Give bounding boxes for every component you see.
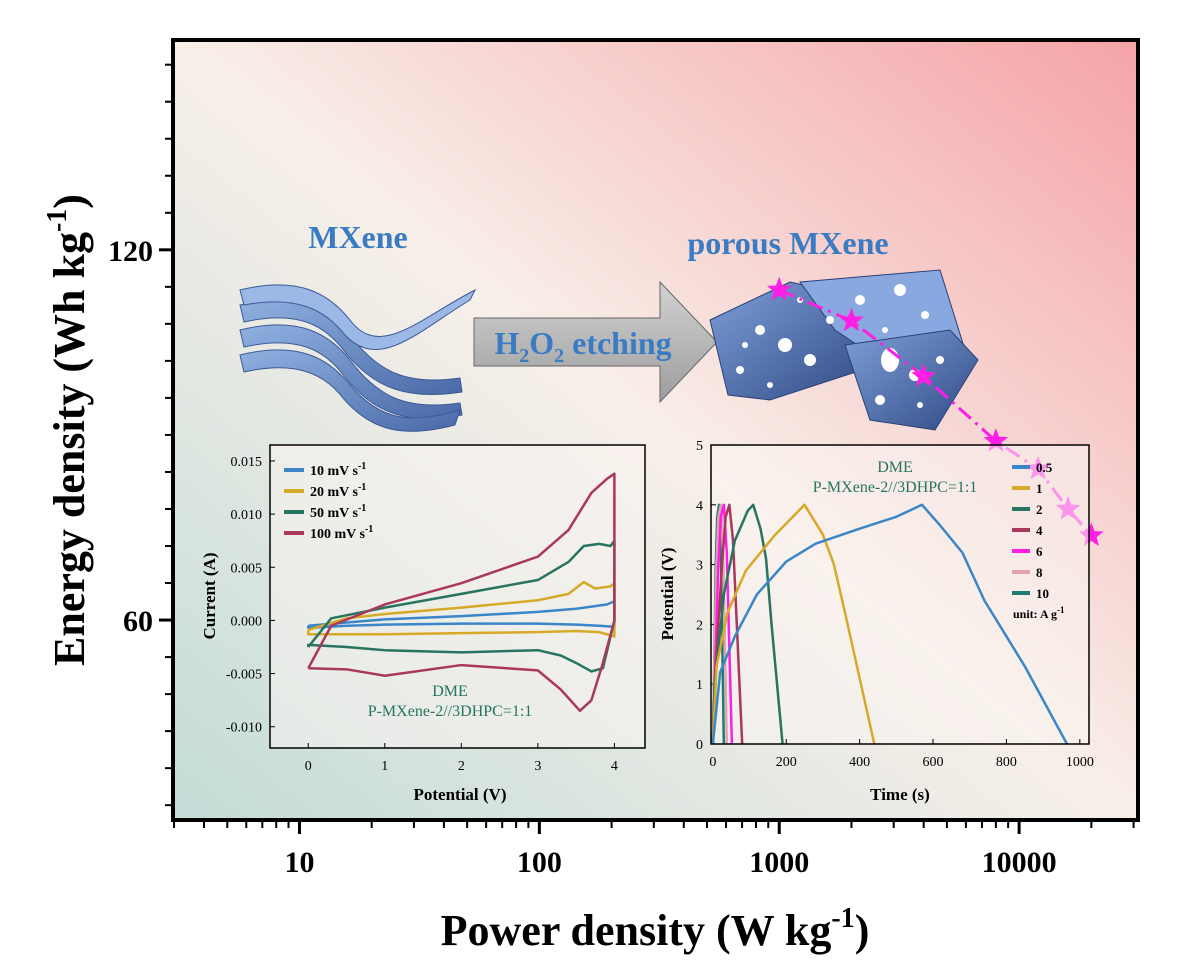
cv-x-tick-label: 4: [611, 759, 618, 774]
cv-legend-label: 10 mV s-1: [310, 461, 366, 479]
gcd-y-tick-label: 1: [696, 678, 703, 693]
gcd-legend-label: 2: [1036, 502, 1043, 517]
porous-mxene-label: porous MXene: [687, 225, 888, 261]
gcd-series-curve: [711, 503, 784, 745]
cv-x-tick-label: 1: [381, 759, 388, 774]
cv-inset-background: [270, 445, 645, 748]
cv-legend-label: 50 mV s-1: [310, 503, 366, 521]
cv-legend: 10 mV s-1 20 mV s-1 50 mV s-1 100 mV s-1: [284, 461, 373, 542]
gcd-y-tick-label: 3: [696, 559, 703, 574]
gcd-annotation-line-1: DME: [877, 459, 913, 476]
cv-legend-label: 20 mV s-1: [310, 482, 366, 500]
main-x-tick-label: 10000: [982, 846, 1057, 879]
gcd-plot-area: 0 200 400 600 800 1000 0 1 2 3 4 5: [696, 439, 1094, 770]
cv-inset-frame: [269, 444, 646, 749]
cv-y-tick-label: 0.010: [231, 508, 263, 523]
gcd-x-tick-label: 800: [996, 755, 1017, 770]
cv-y-tick-label: -0.010: [226, 721, 262, 736]
gcd-inset: 0 200 400 600 800 1000 0 1 2 3 4 5 Time (s) Potenti…: [658, 439, 1094, 804]
star-data-point: [911, 363, 936, 387]
cv-y-tick-label: 0.000: [231, 614, 263, 629]
main-x-tick-label: 1000: [749, 846, 809, 879]
gcd-legend-unit: unit: A g-1: [1013, 605, 1065, 621]
main-x-tick-label: 100: [517, 846, 562, 879]
main-y-tick-label: 120: [108, 235, 153, 268]
gcd-legend-label: 1: [1036, 481, 1043, 496]
gcd-legend-label: 0.5: [1036, 460, 1053, 475]
cv-y-tick-label: 0.005: [231, 561, 263, 576]
cv-inset: 0 1 2 3 4 0.015 0.010 0.005 0.000 -0.005 -0.010 Po…: [200, 444, 646, 804]
gcd-x-axis-title: Time (s): [870, 785, 930, 804]
gcd-x-tick-label: 0: [709, 755, 716, 770]
etching-arrow: [473, 280, 718, 404]
gcd-legend-label: 8: [1036, 565, 1043, 580]
gcd-series-curve: [711, 503, 1069, 745]
cv-x-tick-label: 3: [534, 759, 541, 774]
cv-x-tick-label: 2: [458, 759, 465, 774]
main-x-tick-label: 10: [284, 846, 314, 879]
main-x-axis-title: Power density (W kg-1): [441, 903, 870, 955]
gcd-x-tick-label: 600: [923, 755, 944, 770]
gcd-legend-label: 6: [1036, 544, 1043, 559]
cv-x-axis-title: Potential (V): [413, 785, 506, 804]
cv-annotation-line-2: P-MXene-2//3DHPC=1:1: [368, 703, 533, 720]
gcd-annotation-line-2: P-MXene-2//3DHPC=1:1: [813, 479, 978, 496]
etching-arrow-label: H2O2 etching: [494, 325, 671, 367]
mxene-stack-illustration: [239, 284, 477, 432]
main-y-tick-label: 60: [123, 605, 153, 638]
cv-series-curve: [307, 472, 616, 713]
mxene-label: MXene: [308, 219, 408, 255]
cv-plot-area: 0 1 2 3 4 0.015 0.010 0.005 0.000 -0.005 -0.010: [226, 455, 618, 774]
star-data-point: [983, 428, 1009, 452]
gcd-legend-label: 10: [1036, 586, 1049, 601]
main-y-axis-title: Energy density (Wh kg-1): [42, 194, 94, 666]
cv-y-axis-title: Current (A): [200, 552, 219, 639]
gcd-y-tick-label: 5: [696, 439, 703, 454]
gcd-y-axis-title: Potential (V): [658, 547, 677, 640]
cv-y-tick-label: -0.005: [226, 668, 262, 683]
star-data-point: [1079, 522, 1104, 546]
gcd-legend-label: 4: [1036, 523, 1043, 538]
cv-legend-label: 100 mV s-1: [310, 524, 373, 542]
star-data-point: [839, 307, 864, 332]
gcd-x-tick-label: 200: [776, 755, 797, 770]
gcd-x-tick-label: 400: [849, 755, 870, 770]
gcd-y-tick-label: 4: [696, 499, 703, 514]
gcd-legend: 0.5 1 2 4 6 8 10 unit: A g-1: [1012, 460, 1065, 621]
cv-annotation-line-1: DME: [432, 683, 468, 700]
gcd-y-tick-label: 0: [696, 738, 703, 753]
gcd-x-tick-label: 1000: [1066, 755, 1094, 770]
star-data-point: [766, 276, 792, 301]
gcd-y-tick-label: 2: [696, 618, 703, 633]
cv-y-tick-label: 0.015: [231, 455, 263, 470]
gcd-inset-frame: [710, 444, 1090, 745]
cv-x-tick-label: 0: [305, 759, 312, 774]
main-plot-frame: [171, 38, 1140, 822]
gcd-series-curve: [711, 503, 876, 745]
